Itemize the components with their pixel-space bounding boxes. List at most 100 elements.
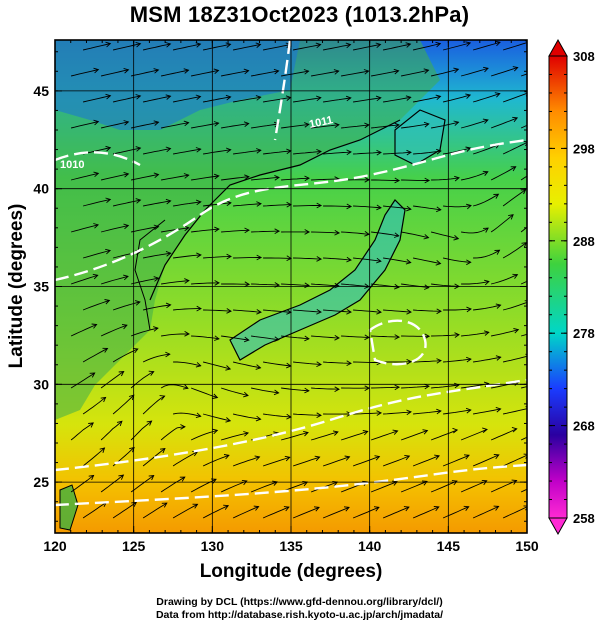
streamline xyxy=(233,203,262,207)
streamline xyxy=(353,361,382,363)
streamline xyxy=(143,252,171,259)
streamline-arrow xyxy=(436,206,442,213)
streamline xyxy=(142,502,168,519)
streamline xyxy=(352,456,380,467)
streamline xyxy=(142,448,166,467)
streamline-arrow xyxy=(256,309,262,315)
streamline-arrow xyxy=(179,476,186,482)
streamline xyxy=(353,412,382,415)
streamline xyxy=(430,480,458,493)
streamline-arrow xyxy=(313,506,320,512)
streamline-arrow xyxy=(364,177,371,183)
streamline xyxy=(143,148,171,155)
streamline-arrow xyxy=(463,454,470,460)
streamline xyxy=(131,121,159,129)
lon-tick-label: 145 xyxy=(437,538,461,554)
streamline-arrow xyxy=(195,199,202,206)
streamline xyxy=(413,360,442,363)
y-axis-label: Latitude (degrees) xyxy=(6,204,27,369)
streamline-arrow xyxy=(483,279,490,286)
streamline-arrow xyxy=(451,480,458,486)
streamline-arrow xyxy=(165,250,172,257)
streamline xyxy=(520,226,527,233)
streamline-arrow xyxy=(284,455,291,462)
streamline xyxy=(100,420,123,441)
streamline xyxy=(130,475,154,493)
streamline xyxy=(233,149,261,155)
streamline-arrow xyxy=(118,370,125,377)
streamline-arrow xyxy=(483,330,490,336)
streamline xyxy=(490,67,518,77)
streamline-arrow xyxy=(424,177,431,184)
streamline xyxy=(502,42,527,51)
streamline xyxy=(323,205,352,207)
streamline xyxy=(311,283,340,287)
streamline xyxy=(160,384,189,389)
streamline xyxy=(443,257,471,263)
streamline-arrow xyxy=(466,306,472,313)
streamline-arrow xyxy=(274,336,280,342)
streamline xyxy=(202,361,231,370)
contour-label-1011: 1011 xyxy=(308,114,334,131)
streamline-arrow xyxy=(542,428,547,433)
streamline-arrow xyxy=(463,505,470,511)
streamline xyxy=(263,150,291,155)
streamline xyxy=(371,179,400,182)
streamline xyxy=(70,274,98,285)
streamline xyxy=(311,387,340,390)
streamline-arrow xyxy=(255,95,262,101)
streamline-arrow xyxy=(243,336,250,343)
streamline xyxy=(520,280,527,285)
streamline xyxy=(371,124,399,129)
streamline xyxy=(472,454,499,467)
streamline-arrow xyxy=(88,474,95,481)
streamline-arrow xyxy=(423,68,430,74)
streamline-arrow xyxy=(511,479,518,485)
streamline-arrow xyxy=(121,323,128,330)
streamline-arrow xyxy=(134,300,141,306)
streamline-arrow xyxy=(225,417,232,423)
streamline xyxy=(292,456,320,467)
streamline xyxy=(220,432,249,441)
streamline-arrow xyxy=(213,173,220,180)
streamline-arrow xyxy=(165,302,172,309)
streamline-arrow xyxy=(482,170,489,176)
streamline-arrow xyxy=(405,42,412,48)
streamline xyxy=(412,455,440,467)
streamline xyxy=(263,44,291,51)
streamline xyxy=(520,386,527,389)
streamline xyxy=(112,43,141,51)
continent-landmass xyxy=(55,40,440,420)
streamline xyxy=(472,505,499,519)
streamline xyxy=(143,200,171,207)
streamline-arrow xyxy=(542,480,547,484)
streamline xyxy=(70,224,99,233)
streamline xyxy=(70,121,99,129)
contour-label-1010: 1010 xyxy=(60,159,84,171)
streamline xyxy=(353,151,382,155)
streamline-arrow xyxy=(403,506,410,512)
streamline xyxy=(280,432,309,441)
streamline xyxy=(220,387,249,396)
streamline-arrow xyxy=(256,201,262,207)
streamline xyxy=(443,358,471,363)
colorbar-tick-label: 268 xyxy=(573,419,595,434)
streamline-arrow xyxy=(422,429,429,435)
streamline xyxy=(251,123,279,129)
streamline-arrow xyxy=(214,280,220,286)
streamline xyxy=(203,96,231,103)
streamline-arrow xyxy=(465,146,472,152)
map-title: MSM 18Z31Oct2023 (1013.2hPa) xyxy=(129,2,470,27)
streamline-arrow xyxy=(424,333,431,340)
axis-ticks xyxy=(54,40,528,533)
streamline xyxy=(100,225,129,233)
streamline-arrow xyxy=(118,474,125,480)
streamline-arrow xyxy=(195,42,202,48)
streamline xyxy=(112,199,141,207)
wind-streamlines xyxy=(70,40,547,519)
streamline xyxy=(502,141,527,155)
colorbar-tick-label: 258 xyxy=(573,511,595,526)
streamline-arrow xyxy=(524,91,527,97)
streamline-arrow xyxy=(123,274,129,281)
streamline-arrow xyxy=(493,454,500,460)
